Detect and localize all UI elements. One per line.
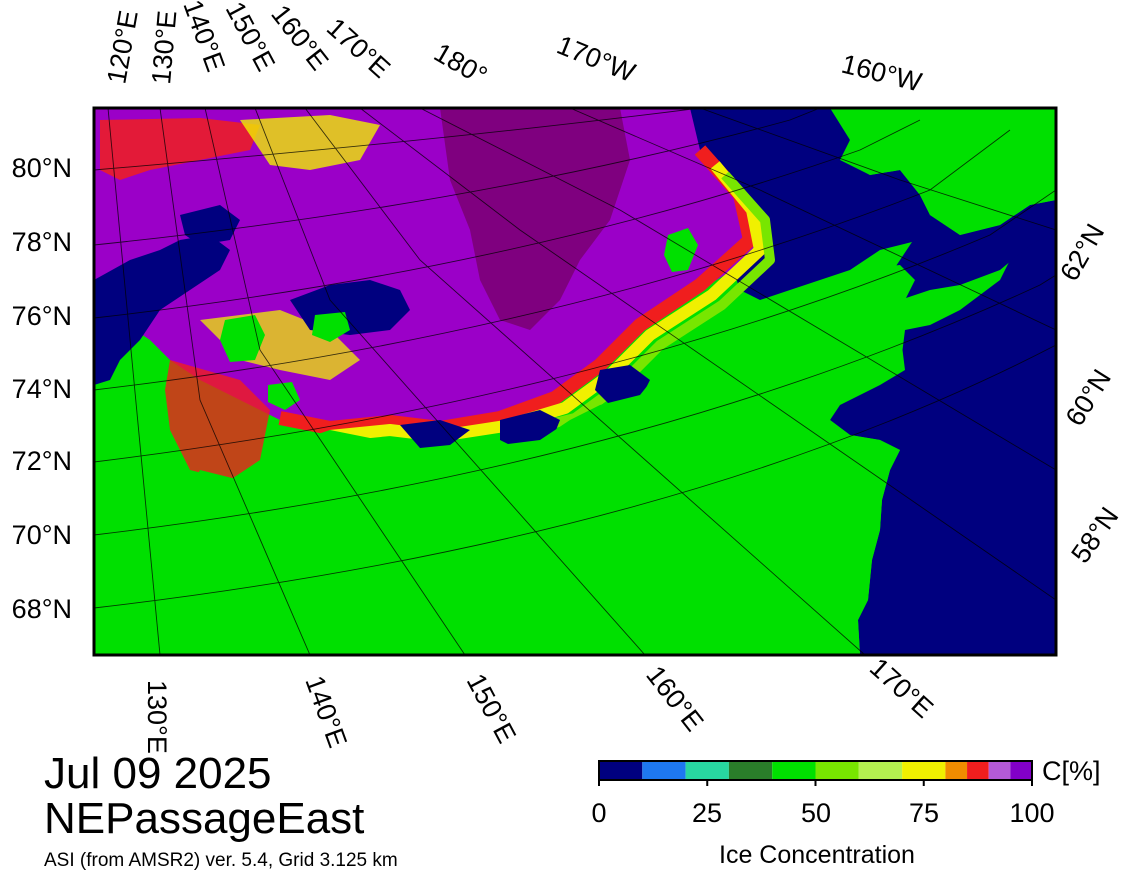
bottom-lon-label: 140°E xyxy=(299,672,352,752)
date-title: Jul 09 2025 xyxy=(44,749,272,798)
colorbar-segment xyxy=(967,761,989,780)
left-lat-label: 80°N xyxy=(12,153,72,183)
sea-ice-core xyxy=(440,108,630,330)
top-lon-label: 170°W xyxy=(553,30,640,88)
west-ice-yellow xyxy=(240,115,380,170)
top-lon-label: 180° xyxy=(429,37,492,91)
coastal-water-east xyxy=(595,365,650,405)
bottom-lon-label: 150°E xyxy=(461,669,522,748)
top-lon-label: 170°E xyxy=(321,12,396,84)
wrangel-island xyxy=(664,228,698,272)
ice-edge-green xyxy=(508,171,775,439)
right-lat-label: 58°N xyxy=(1065,502,1124,569)
top-lon-label: 160°W xyxy=(839,49,926,98)
right-lat-label: 60°N xyxy=(1060,364,1117,431)
bottom-lon-label: 130°E xyxy=(142,680,172,754)
laptev-ice-red xyxy=(165,360,270,480)
left-lat-label: 70°N xyxy=(12,520,72,550)
top-lon-label: 120°E xyxy=(101,8,143,86)
colorbar-segment xyxy=(858,761,903,780)
polynya-north xyxy=(180,205,240,245)
ice-edge-red xyxy=(278,145,757,435)
region-title: NEPassageEast xyxy=(44,794,365,843)
colorbar-unit-label: C[%] xyxy=(1042,756,1101,786)
colorbar-segment xyxy=(642,761,686,780)
siberia-land xyxy=(94,280,905,655)
bottom-lon-labels: 130°E 140°E 150°E 160°E 170°E xyxy=(142,652,939,754)
colorbar-tick-label: 75 xyxy=(909,798,939,828)
colorbar-segment xyxy=(815,761,859,780)
west-ice-mixed xyxy=(100,118,260,180)
top-lon-label: 130°E xyxy=(146,9,182,85)
colorbar-tick-label: 100 xyxy=(1009,798,1054,828)
lyakhovsky-island xyxy=(268,382,300,410)
bottom-lon-label: 170°E xyxy=(864,652,939,724)
bottom-lon-label: 160°E xyxy=(640,660,709,737)
polynya-laptev xyxy=(94,235,230,385)
colorbar-tick-label: 25 xyxy=(692,798,722,828)
colorbar-segment xyxy=(945,761,968,780)
alaska-land xyxy=(840,108,1056,235)
left-lat-label: 72°N xyxy=(12,446,72,476)
alaska-open-water xyxy=(880,200,1056,300)
colorbar-segment xyxy=(902,761,946,780)
colorbar-ticks: 0 25 50 75 100 xyxy=(591,798,1054,828)
colorbar-tick-label: 0 xyxy=(591,798,606,828)
colorbar-segment xyxy=(772,761,816,780)
colorbar-segment xyxy=(599,761,643,780)
right-lat-label: 62°N xyxy=(1054,219,1110,286)
left-lat-label: 74°N xyxy=(12,374,72,404)
colorbar-axis-label: Ice Concentration xyxy=(719,841,915,869)
colorbar-segment xyxy=(685,761,729,780)
source-line: ASI (from AMSR2) ver. 5.4, Grid 3.125 km xyxy=(44,850,398,871)
map-frame xyxy=(92,106,1058,657)
left-lat-labels: 80°N 78°N 76°N 74°N 72°N 70°N 68°N xyxy=(12,153,72,624)
right-lat-labels: 62°N 60°N 58°N xyxy=(1054,219,1124,569)
bering-sea xyxy=(830,225,1056,655)
left-lat-label: 68°N xyxy=(12,594,72,624)
colorbar-segment xyxy=(728,761,773,780)
new-siberia-island xyxy=(312,312,350,342)
graticule xyxy=(94,108,1056,655)
coastal-water-indigirka xyxy=(400,420,470,448)
colorbar-segment xyxy=(988,761,1011,780)
colorbar-segment xyxy=(1010,761,1032,780)
kotelny-island xyxy=(220,315,265,362)
top-lon-labels: 120°E 130°E 140°E 150°E 160°E 170°E 180°… xyxy=(101,0,925,98)
colorbar-tick-label: 50 xyxy=(801,798,831,828)
colorbar xyxy=(598,760,1033,786)
left-lat-label: 76°N xyxy=(12,301,72,331)
left-lat-label: 78°N xyxy=(12,227,72,257)
